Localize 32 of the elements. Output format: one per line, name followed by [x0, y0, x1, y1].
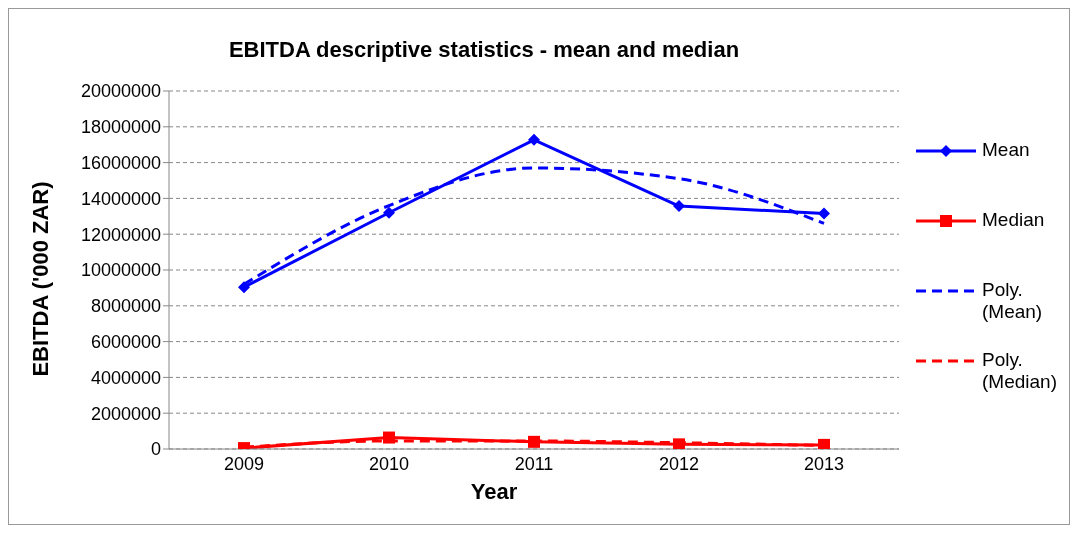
legend-label: Mean — [982, 139, 1031, 161]
y-tick-label: 12000000 — [80, 224, 161, 245]
y-tick-label: 16000000 — [80, 152, 161, 173]
x-axis-title: Year — [469, 479, 519, 505]
y-tick-label: 20000000 — [80, 81, 161, 102]
y-tick-label: 6000000 — [90, 331, 161, 352]
x-tick-label: 2010 — [368, 453, 410, 474]
x-tick-label: 2013 — [803, 453, 845, 474]
legend-label: Median — [982, 209, 1046, 231]
point — [673, 438, 685, 449]
y-axis-title: EBITDA ('000 ZAR) — [28, 181, 54, 377]
legend-label: Poly. (Median) — [982, 349, 1058, 393]
point — [818, 438, 830, 449]
point — [528, 133, 540, 146]
chart-title: EBITDA descriptive statistics - mean and median — [227, 37, 741, 63]
y-tick-label: 14000000 — [80, 188, 161, 209]
point — [383, 206, 395, 219]
y-tick-label: 18000000 — [80, 117, 161, 138]
y-tick-label: 4000000 — [90, 367, 161, 388]
point — [673, 200, 685, 213]
y-tick-label: 10000000 — [80, 260, 161, 281]
y-tick-label: 0 — [150, 439, 161, 460]
y-tick-label: 8000000 — [90, 296, 161, 317]
point — [818, 207, 830, 220]
x-tick-label: 2009 — [223, 453, 265, 474]
x-tick-label: 2011 — [514, 453, 554, 474]
point — [528, 435, 540, 448]
point — [383, 431, 395, 444]
y-tick-label: 2000000 — [90, 403, 161, 424]
x-tick-label: 2012 — [658, 453, 700, 474]
point — [238, 281, 250, 294]
legend-label: Poly. (Mean) — [982, 279, 1044, 323]
